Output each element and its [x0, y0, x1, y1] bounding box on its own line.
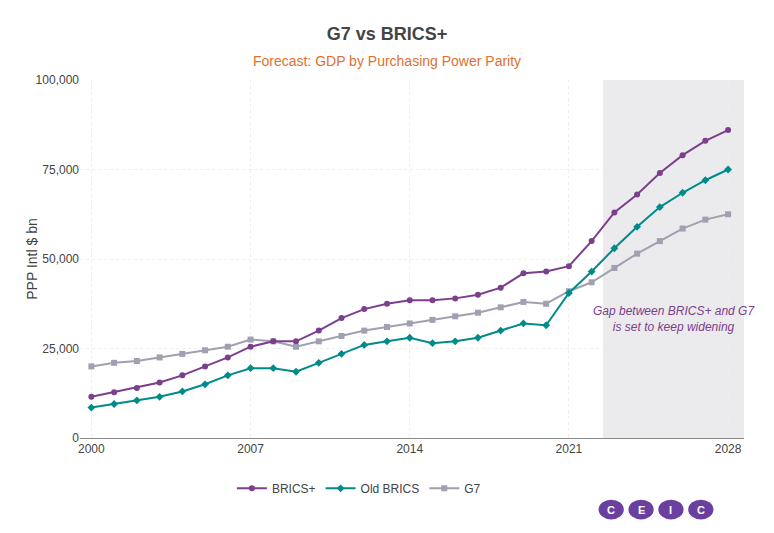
svg-text:0: 0 [72, 431, 79, 445]
svg-text:25,000: 25,000 [42, 342, 79, 356]
svg-text:PPP Intl $ bn: PPP Intl $ bn [24, 218, 40, 299]
svg-text:2014: 2014 [396, 442, 423, 456]
svg-text:75,000: 75,000 [42, 163, 79, 177]
svg-text:BRICS+: BRICS+ [272, 482, 316, 496]
svg-text:G7: G7 [464, 482, 480, 496]
svg-text:I: I [669, 504, 672, 516]
svg-text:E: E [638, 504, 645, 516]
svg-text:2028: 2028 [715, 442, 742, 456]
svg-text:100,000: 100,000 [36, 73, 80, 87]
svg-text:2000: 2000 [78, 442, 105, 456]
svg-text:Gap between BRICS+ and G7is se: Gap between BRICS+ and G7is set to keep … [593, 304, 755, 334]
svg-text:2007: 2007 [237, 442, 264, 456]
svg-text:50,000: 50,000 [42, 252, 79, 266]
svg-text:Old BRICS: Old BRICS [361, 482, 420, 496]
svg-text:C: C [697, 504, 705, 516]
svg-text:C: C [607, 504, 615, 516]
svg-text:Forecast: GDP by Purchasing Po: Forecast: GDP by Purchasing Power Parity [253, 53, 521, 69]
svg-text:G7 vs BRICS+: G7 vs BRICS+ [327, 24, 448, 44]
svg-text:2021: 2021 [556, 442, 583, 456]
